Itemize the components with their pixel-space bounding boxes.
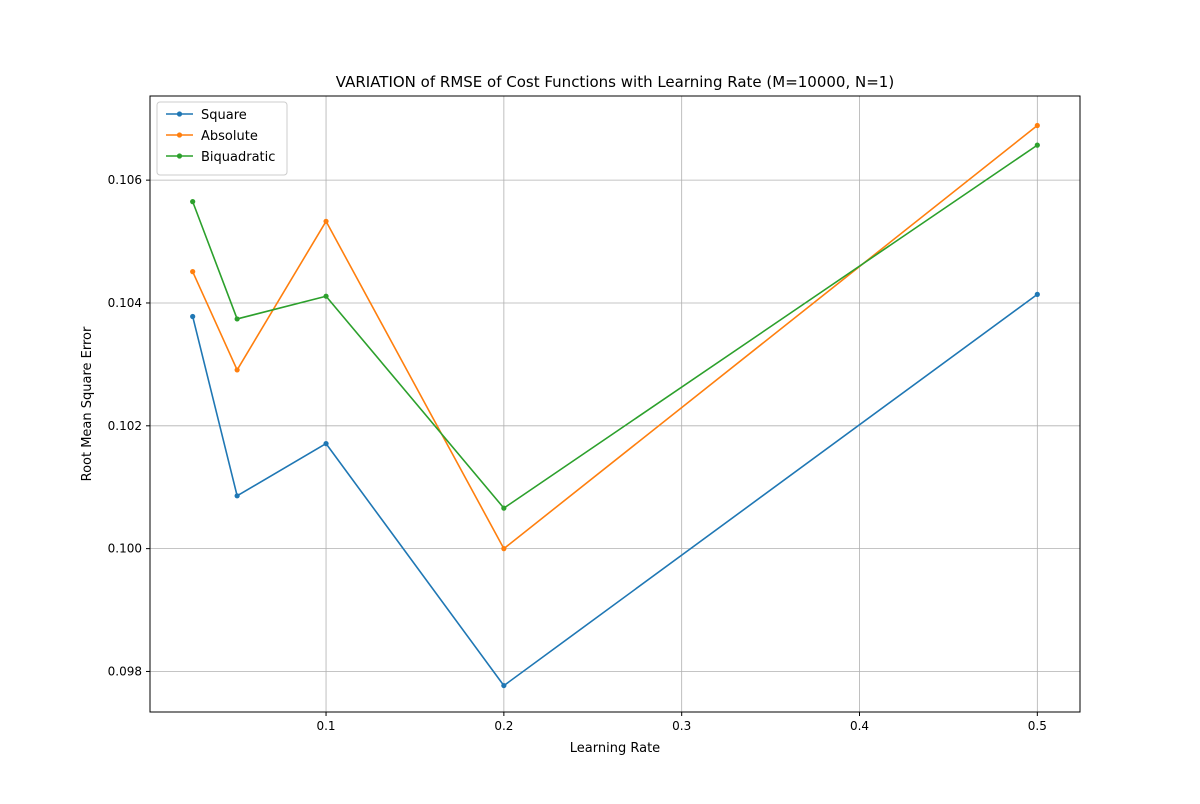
data-point-absolute bbox=[323, 218, 329, 224]
x-tick-label: 0.3 bbox=[672, 719, 691, 733]
data-point-absolute bbox=[1034, 122, 1040, 129]
series-lines bbox=[190, 122, 1040, 689]
x-tick-label: 0.1 bbox=[316, 719, 335, 733]
y-axis-label: Root Mean Square Error bbox=[80, 326, 95, 481]
legend-marker-biquadratic bbox=[176, 153, 183, 159]
chart-title: VARIATION of RMSE of Cost Functions with… bbox=[336, 73, 894, 91]
data-point-square bbox=[190, 313, 196, 320]
data-point-square bbox=[1034, 291, 1040, 297]
data-point-absolute bbox=[190, 269, 196, 275]
legend-label-biquadratic: Biquadratic bbox=[201, 150, 275, 165]
y-tick-label: 0.104 bbox=[108, 296, 142, 310]
plot-area-frame bbox=[149, 95, 1081, 713]
y-tick-label: 0.102 bbox=[108, 419, 142, 433]
legend: Square Absolute Biquadratic bbox=[156, 101, 288, 176]
y-tick-label: 0.106 bbox=[108, 173, 142, 187]
x-axis-label: Learning Rate bbox=[570, 741, 660, 756]
legend-marker-square bbox=[176, 111, 183, 117]
legend-label-square: Square bbox=[201, 108, 247, 123]
data-point-biquadratic bbox=[323, 293, 329, 299]
x-tick-label: 0.4 bbox=[850, 719, 869, 733]
data-point-square bbox=[323, 441, 329, 447]
grid-lines bbox=[150, 96, 1080, 712]
data-point-biquadratic bbox=[501, 505, 507, 511]
legend-label-absolute: Absolute bbox=[201, 129, 258, 144]
x-tick-label: 0.2 bbox=[494, 719, 513, 733]
legend-marker-absolute bbox=[176, 132, 183, 138]
axis-ticks: 0.1 0.2 0.3 0.4 0.5 0.098 0.100 0.102 0.104 0.106 bbox=[108, 173, 1047, 733]
data-point-biquadratic bbox=[234, 316, 240, 322]
data-point-biquadratic bbox=[1034, 142, 1040, 148]
data-point-biquadratic bbox=[190, 199, 196, 205]
x-tick-label: 0.5 bbox=[1028, 719, 1047, 733]
y-tick-label: 0.098 bbox=[108, 664, 142, 678]
data-point-square bbox=[234, 493, 240, 499]
data-point-square bbox=[501, 682, 507, 689]
data-point-absolute bbox=[501, 546, 507, 552]
data-point-absolute bbox=[234, 367, 240, 373]
y-tick-label: 0.100 bbox=[108, 542, 142, 556]
